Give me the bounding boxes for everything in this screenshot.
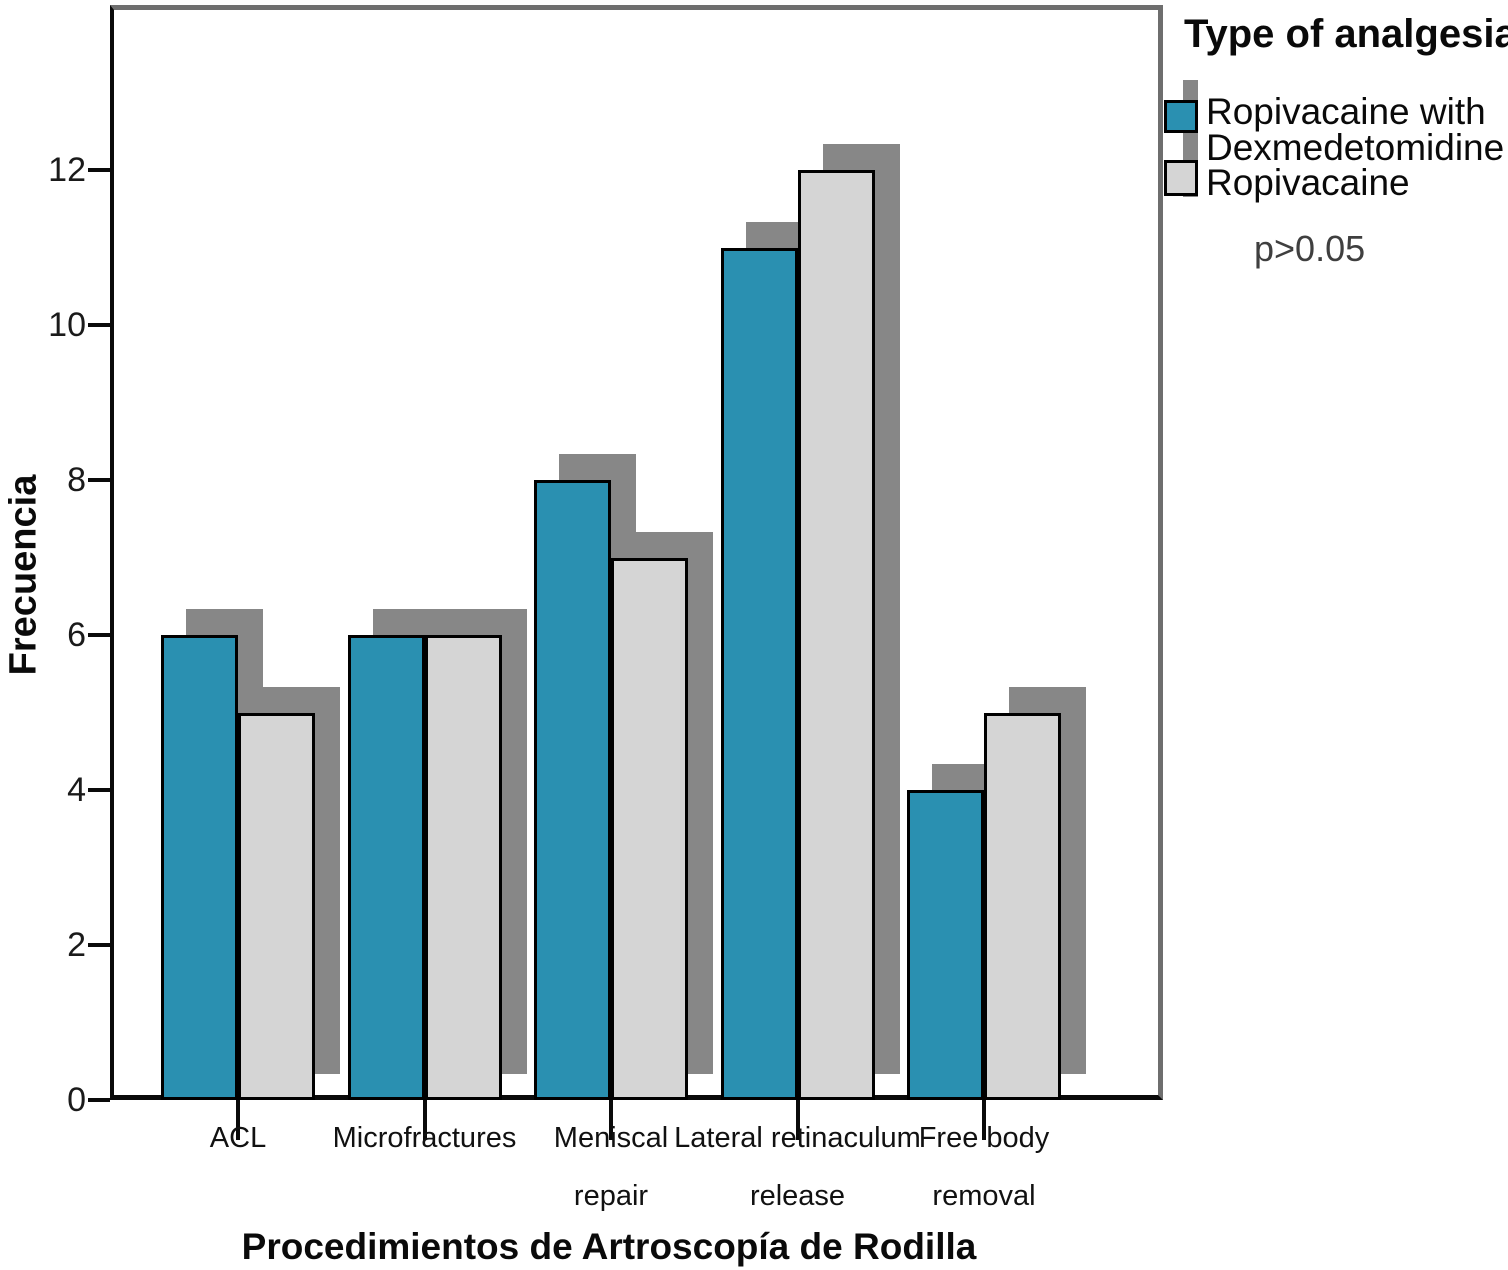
y-tick-mark-6 [88,633,110,637]
x-tick-mark-microfractures [422,1100,427,1140]
p-value-annotation: p>0.05 [1254,228,1366,269]
legend-label-ropivacaine-with-dexmedetomidine: Ropivacaine with [1206,91,1486,132]
bar-ropivacaine-microfractures [424,635,502,1100]
legend-label-ropivacaine: Ropivacaine [1206,162,1410,203]
x-tick-label-lateral-retinaculum-release: Lateral retinaculum [674,1122,921,1154]
y-axis-title: Frecuencia [2,474,45,676]
x-tick-label-microfractures: Microfractures [332,1122,517,1154]
y-tick-label-8: 8 [67,461,86,499]
x-tick-mark-free-body-removal [982,1100,986,1140]
bar-ropivacaine-with-dexmedetomidine-acl [161,635,238,1100]
y-tick-mark-8 [88,478,110,482]
x-tick-mark-meniscal-repair [609,1100,613,1140]
bar-ropivacaine-with-dexmedetomidine-lateral-retinaculum-release [720,247,798,1100]
x-tick-label-meniscal-repair: repair [573,1180,649,1212]
y-tick-label-4: 4 [67,771,86,809]
x-tick-mark-lateral-retinaculum-release [795,1100,800,1140]
y-tick-mark-0 [88,1098,110,1102]
x-tick-mark-acl [236,1100,240,1140]
legend-swatch-ropivacaine [1164,160,1198,196]
y-tick-label-6: 6 [67,616,86,654]
y-tick-mark-4 [88,788,110,792]
bar-ropivacaine-acl [238,712,315,1100]
bar-ropivacaine-meniscal-repair [611,557,688,1100]
y-tick-label-12: 12 [48,151,86,189]
legend-title: Type of analgesia [1184,12,1508,56]
y-tick-label-10: 10 [48,306,86,344]
legend-swatch-ropivacaine-with-dexmedetomidine [1164,100,1198,133]
x-tick-label-acl: ACL [209,1122,267,1154]
x-tick-label-meniscal-repair: Meniscal [553,1122,669,1154]
bar-ropivacaine-with-dexmedetomidine-free-body-removal [907,790,984,1100]
x-tick-label-free-body-removal: removal [932,1180,1036,1212]
legend-label-ropivacaine-with-dexmedetomidine: Dexmedetomidine [1206,127,1505,168]
bar-ropivacaine-with-dexmedetomidine-meniscal-repair [534,480,611,1100]
bar-ropivacaine-lateral-retinaculum-release [797,170,875,1100]
x-axis-title: Procedimientos de Artroscopía de Rodilla [241,1226,977,1267]
y-tick-label-2: 2 [67,926,86,964]
x-tick-label-lateral-retinaculum-release: release [749,1180,846,1212]
y-tick-mark-12 [88,168,110,172]
y-tick-label-0: 0 [67,1081,86,1119]
bar-ropivacaine-with-dexmedetomidine-microfractures [347,635,425,1100]
x-tick-label-free-body-removal: Free body [918,1122,1050,1154]
y-tick-mark-10 [88,323,110,327]
y-tick-mark-2 [88,943,110,947]
bar-ropivacaine-free-body-removal [984,712,1061,1100]
